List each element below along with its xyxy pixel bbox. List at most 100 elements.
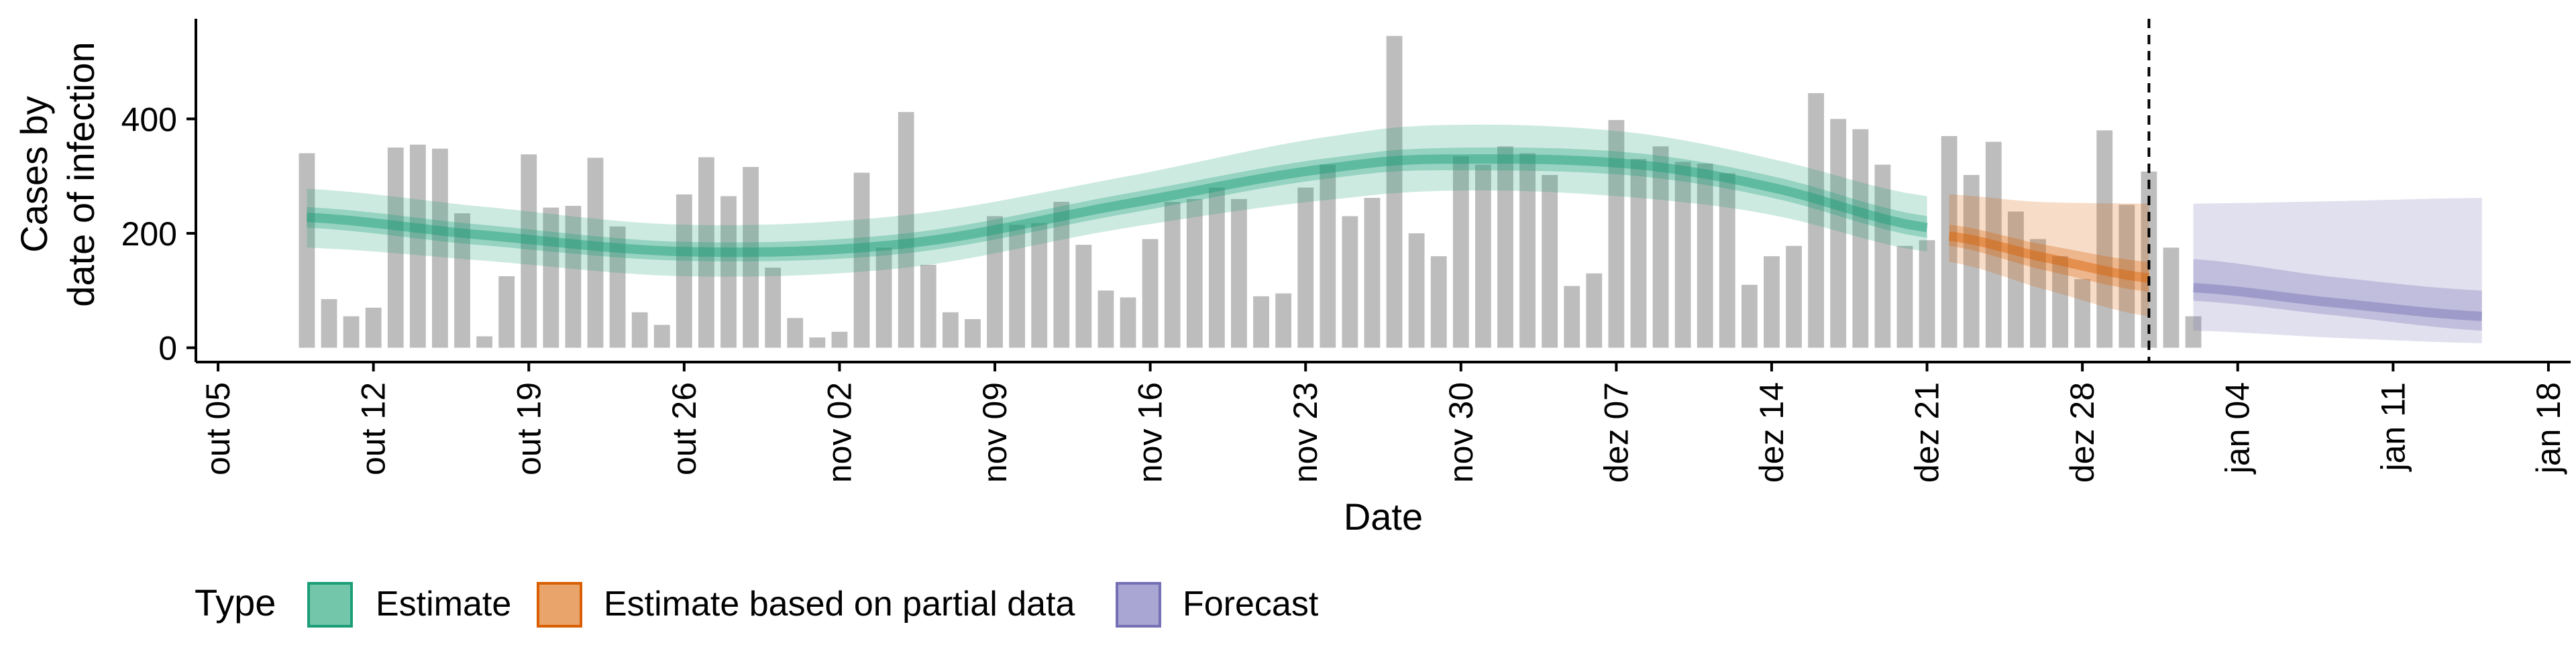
legend-title: Type xyxy=(195,581,276,624)
bar xyxy=(1674,162,1691,348)
bars-layer xyxy=(299,36,2202,348)
bar xyxy=(1386,36,1403,348)
bar xyxy=(1764,256,1780,348)
legend-key-forecast xyxy=(1116,582,1161,628)
bar xyxy=(565,206,582,348)
x-tick-label: dez 07 xyxy=(1597,382,1635,483)
bar xyxy=(1275,293,1292,348)
bar xyxy=(609,226,626,348)
bar xyxy=(1186,198,1203,348)
bands-layer xyxy=(306,124,2482,343)
bar xyxy=(1630,159,1647,348)
bar xyxy=(987,216,1003,348)
bar xyxy=(543,207,559,348)
bar xyxy=(631,312,648,348)
bar xyxy=(498,276,515,348)
x-tick-label: nov 16 xyxy=(1132,382,1169,483)
bar xyxy=(1741,284,1758,348)
bar xyxy=(920,264,936,348)
x-tick-label: out 05 xyxy=(199,382,237,475)
estimate-based-on-partial-data-inner-band xyxy=(1949,225,2149,292)
y-ticks: 0 200 400 xyxy=(121,101,196,367)
bar xyxy=(454,213,470,348)
bar xyxy=(1874,164,1891,348)
legend: Type Estimate Estimate based on partial … xyxy=(195,581,1319,628)
legend-label-estimate: Estimate xyxy=(376,585,511,624)
x-tick-label: nov 23 xyxy=(1287,382,1324,483)
bar xyxy=(1963,174,1980,348)
bar xyxy=(653,325,670,348)
bar xyxy=(853,172,870,348)
bar xyxy=(1408,233,1425,348)
bar xyxy=(1097,290,1114,348)
bar xyxy=(1342,216,1358,348)
estimate-based-on-partial-data-outer-band xyxy=(1949,194,2149,316)
bar xyxy=(1430,256,1447,348)
bar xyxy=(1075,245,1092,348)
estimate-outer-band xyxy=(307,124,1927,277)
y-tick-label: 0 xyxy=(158,330,177,367)
x-tick-label: nov 09 xyxy=(976,382,1014,483)
bar xyxy=(343,316,360,348)
x-tick-label: out 12 xyxy=(355,382,392,475)
bar xyxy=(476,336,493,348)
bar xyxy=(1120,297,1136,348)
legend-label-forecast: Forecast xyxy=(1183,585,1319,624)
bar xyxy=(299,153,315,348)
bar xyxy=(1474,164,1491,348)
bar xyxy=(1830,119,1847,348)
bar xyxy=(809,337,826,348)
bar xyxy=(942,312,959,348)
x-tick-label: nov 02 xyxy=(820,382,858,483)
bar xyxy=(1009,225,1026,348)
y-tick-label: 400 xyxy=(121,101,177,138)
bar xyxy=(1164,202,1181,348)
bar xyxy=(1586,273,1603,348)
x-tick-label: dez 14 xyxy=(1753,382,1790,483)
bar xyxy=(1941,135,1957,348)
bar xyxy=(743,167,759,348)
bar xyxy=(2163,247,2180,348)
bar xyxy=(1608,120,1625,348)
legend-label-partial: Estimate based on partial data xyxy=(604,585,1075,624)
bar xyxy=(676,194,692,348)
x-tick-label: jan 18 xyxy=(2530,382,2567,475)
forecast-inner-band xyxy=(2193,259,2482,331)
bar xyxy=(720,196,737,348)
x-ticks: out 05 out 12 out 19 out 26 nov 02 nov 09 nov … xyxy=(199,362,2567,483)
y-axis-label-line-2: date of infection xyxy=(60,42,102,306)
bar xyxy=(2074,279,2091,348)
bar xyxy=(965,319,981,348)
bar xyxy=(787,318,804,348)
bar xyxy=(1985,141,2002,348)
x-tick-label: nov 30 xyxy=(1442,382,1480,483)
bar xyxy=(2096,130,2113,348)
bar xyxy=(387,148,404,348)
bar xyxy=(1208,187,1225,348)
y-tick-label: 200 xyxy=(121,215,177,253)
bar xyxy=(1919,240,1935,348)
bar xyxy=(1697,163,1713,348)
estimate-median-line xyxy=(306,154,1928,257)
bar xyxy=(1564,286,1580,348)
bar xyxy=(1142,239,1159,348)
bar xyxy=(2118,204,2135,348)
bar xyxy=(1786,245,1802,348)
y-axis-label-line-1: Cases by xyxy=(13,96,55,252)
bar xyxy=(1320,164,1336,348)
bar xyxy=(1852,129,1869,348)
bar xyxy=(1452,156,1469,348)
legend-key-partial xyxy=(537,582,582,628)
bar xyxy=(1053,202,1070,348)
x-axis-label: Date xyxy=(1344,495,1423,538)
bar xyxy=(1231,198,1247,348)
bar xyxy=(1719,173,1735,348)
bar xyxy=(1364,198,1381,348)
bar xyxy=(1031,223,1048,348)
bar xyxy=(321,299,337,348)
bar xyxy=(2185,316,2202,348)
legend-key-estimate xyxy=(307,582,353,628)
bar xyxy=(2141,171,2157,348)
bar xyxy=(2030,239,2046,348)
bar xyxy=(432,148,448,348)
